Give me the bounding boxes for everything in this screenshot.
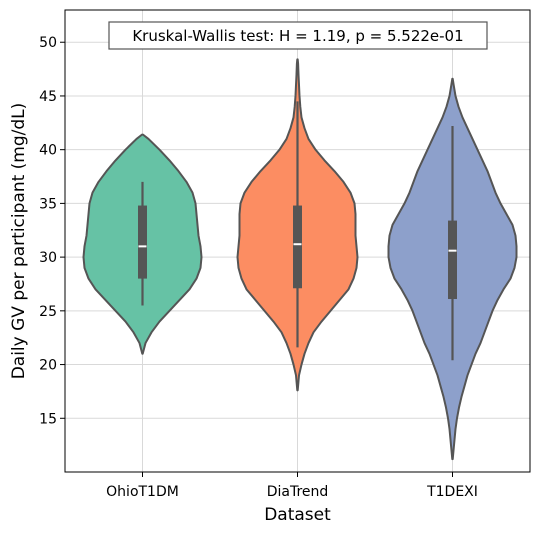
y-tick-label: 35 xyxy=(39,196,57,212)
violin-ohiot1dm xyxy=(82,133,203,355)
y-tick-label: 25 xyxy=(39,304,57,320)
x-tick-label: OhioT1DM xyxy=(106,484,179,500)
x-tick-label: T1DEXI xyxy=(426,484,478,500)
violin-layer xyxy=(82,58,518,461)
x-axis-title: Dataset xyxy=(264,505,331,525)
x-tick-label: DiaTrend xyxy=(267,484,329,500)
violin-iqr-box xyxy=(293,205,302,289)
y-axis-title: Daily GV per participant (mg/dL) xyxy=(9,103,29,380)
y-tick-label: 50 xyxy=(39,35,57,51)
violin-iqr-box xyxy=(448,220,457,300)
annotation-text: Kruskal-Wallis test: H = 1.19, p = 5.522… xyxy=(132,27,463,45)
violin-t1dexi xyxy=(387,77,518,461)
y-tick-label: 15 xyxy=(39,411,57,427)
violin-iqr-box xyxy=(138,205,147,279)
y-tick-label: 30 xyxy=(39,250,57,266)
y-tick-label: 40 xyxy=(39,143,57,159)
y-tick-label: 45 xyxy=(39,89,57,105)
x-axis-ticks: OhioT1DM DiaTrend T1DEXI xyxy=(106,472,478,500)
y-tick-label: 20 xyxy=(39,358,57,374)
stat-annotation: Kruskal-Wallis test: H = 1.19, p = 5.522… xyxy=(108,21,488,50)
annotation-box xyxy=(108,21,488,50)
y-axis-ticks: 15 20 25 30 35 40 45 50 xyxy=(39,35,65,427)
violin-diatrend xyxy=(236,58,359,392)
